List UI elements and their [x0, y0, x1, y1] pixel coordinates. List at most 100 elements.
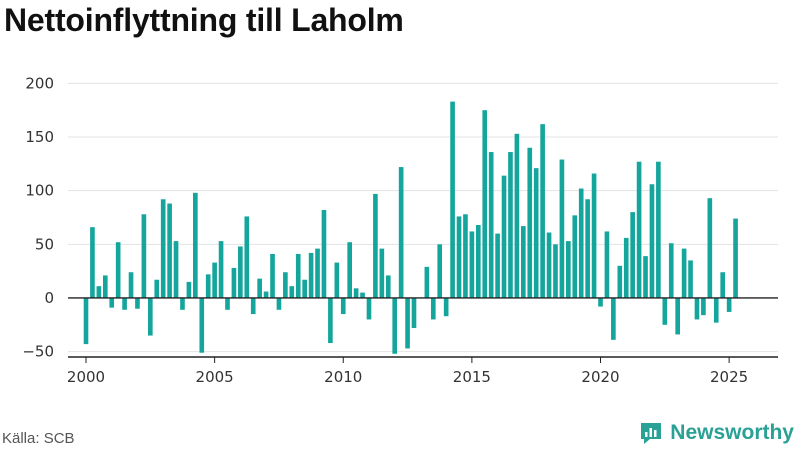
bar — [340, 297, 346, 315]
bar — [611, 297, 616, 340]
bars — [83, 101, 738, 354]
brand-logo: Newsworthy — [638, 420, 794, 446]
y-tick-label: 0 — [44, 289, 54, 307]
bar — [128, 272, 134, 298]
bar — [180, 297, 185, 310]
y-tick-label: −50 — [22, 343, 54, 361]
bar — [392, 297, 398, 354]
bar — [521, 226, 526, 298]
bar — [122, 297, 127, 310]
bar — [501, 175, 507, 298]
bar — [450, 101, 455, 298]
bar — [675, 297, 680, 335]
bar — [527, 147, 533, 298]
bar — [353, 288, 359, 298]
newsworthy-logo-icon — [641, 423, 662, 444]
x-axis: 2000 2005 2010 2015 2020 2025 — [67, 356, 778, 386]
bar — [463, 214, 468, 298]
bar — [263, 291, 269, 298]
bar — [385, 275, 391, 298]
bar — [379, 248, 385, 298]
bar — [430, 297, 436, 320]
bar — [630, 212, 635, 298]
bar — [643, 256, 648, 298]
bar — [193, 192, 198, 298]
bar — [707, 198, 713, 298]
bar — [424, 266, 430, 298]
bar — [514, 133, 520, 298]
bar — [148, 297, 153, 336]
bar — [231, 267, 237, 298]
bar — [726, 297, 732, 312]
bar — [102, 275, 108, 298]
bar — [225, 297, 230, 310]
x-tick-label: 2025 — [710, 368, 748, 386]
bar — [578, 188, 584, 298]
bar — [321, 209, 327, 298]
bar — [508, 152, 513, 298]
chart-title: Nettoinflyttning till Laholm — [4, 2, 404, 38]
bar — [662, 297, 668, 325]
x-tick-label: 2020 — [581, 368, 619, 386]
bar — [186, 281, 192, 298]
bar — [668, 243, 674, 298]
bar — [83, 297, 89, 345]
bar — [733, 218, 738, 298]
bar — [373, 193, 378, 298]
bar — [604, 231, 610, 298]
bar — [456, 216, 462, 298]
bar — [257, 278, 262, 298]
bar — [475, 225, 481, 298]
y-tick-label: 50 — [35, 235, 54, 253]
bar — [276, 297, 282, 310]
bar — [566, 241, 571, 298]
bar — [218, 241, 224, 298]
bar — [308, 252, 314, 298]
bar — [360, 292, 365, 298]
bar — [681, 248, 687, 298]
bar — [585, 199, 590, 298]
bar — [238, 246, 243, 298]
bar — [546, 232, 552, 298]
bar — [212, 262, 217, 298]
bar — [598, 297, 603, 307]
x-tick-label: 2005 — [196, 368, 234, 386]
bar — [713, 297, 719, 323]
bar — [115, 242, 121, 298]
x-tick-label: 2010 — [324, 368, 362, 386]
bar — [199, 297, 205, 353]
bar — [649, 184, 655, 298]
bar — [559, 159, 565, 298]
bar — [482, 110, 488, 298]
bar — [154, 279, 160, 298]
bar — [347, 242, 352, 298]
y-tick-label: 150 — [25, 128, 54, 146]
bar — [244, 216, 250, 298]
x-tick-label: 2000 — [67, 368, 105, 386]
bar — [405, 297, 410, 349]
bar — [250, 297, 256, 315]
bar — [572, 215, 578, 298]
bar — [488, 152, 494, 298]
y-axis-tick-labels: −50 0 50 100 150 200 — [22, 74, 54, 360]
bar — [398, 167, 404, 298]
bar — [289, 286, 295, 298]
bar — [205, 274, 211, 298]
bar — [443, 297, 449, 317]
bar — [553, 244, 558, 298]
bar — [96, 286, 102, 298]
bar — [141, 214, 147, 298]
bar — [270, 253, 275, 298]
bar — [617, 265, 623, 298]
bar — [302, 279, 307, 298]
bar — [295, 253, 301, 298]
bar — [469, 231, 475, 298]
bar — [135, 297, 140, 309]
bar — [540, 124, 545, 298]
bar — [411, 297, 417, 329]
bar — [334, 262, 340, 298]
bar — [623, 237, 629, 298]
bar — [160, 199, 166, 298]
bar — [366, 297, 372, 320]
